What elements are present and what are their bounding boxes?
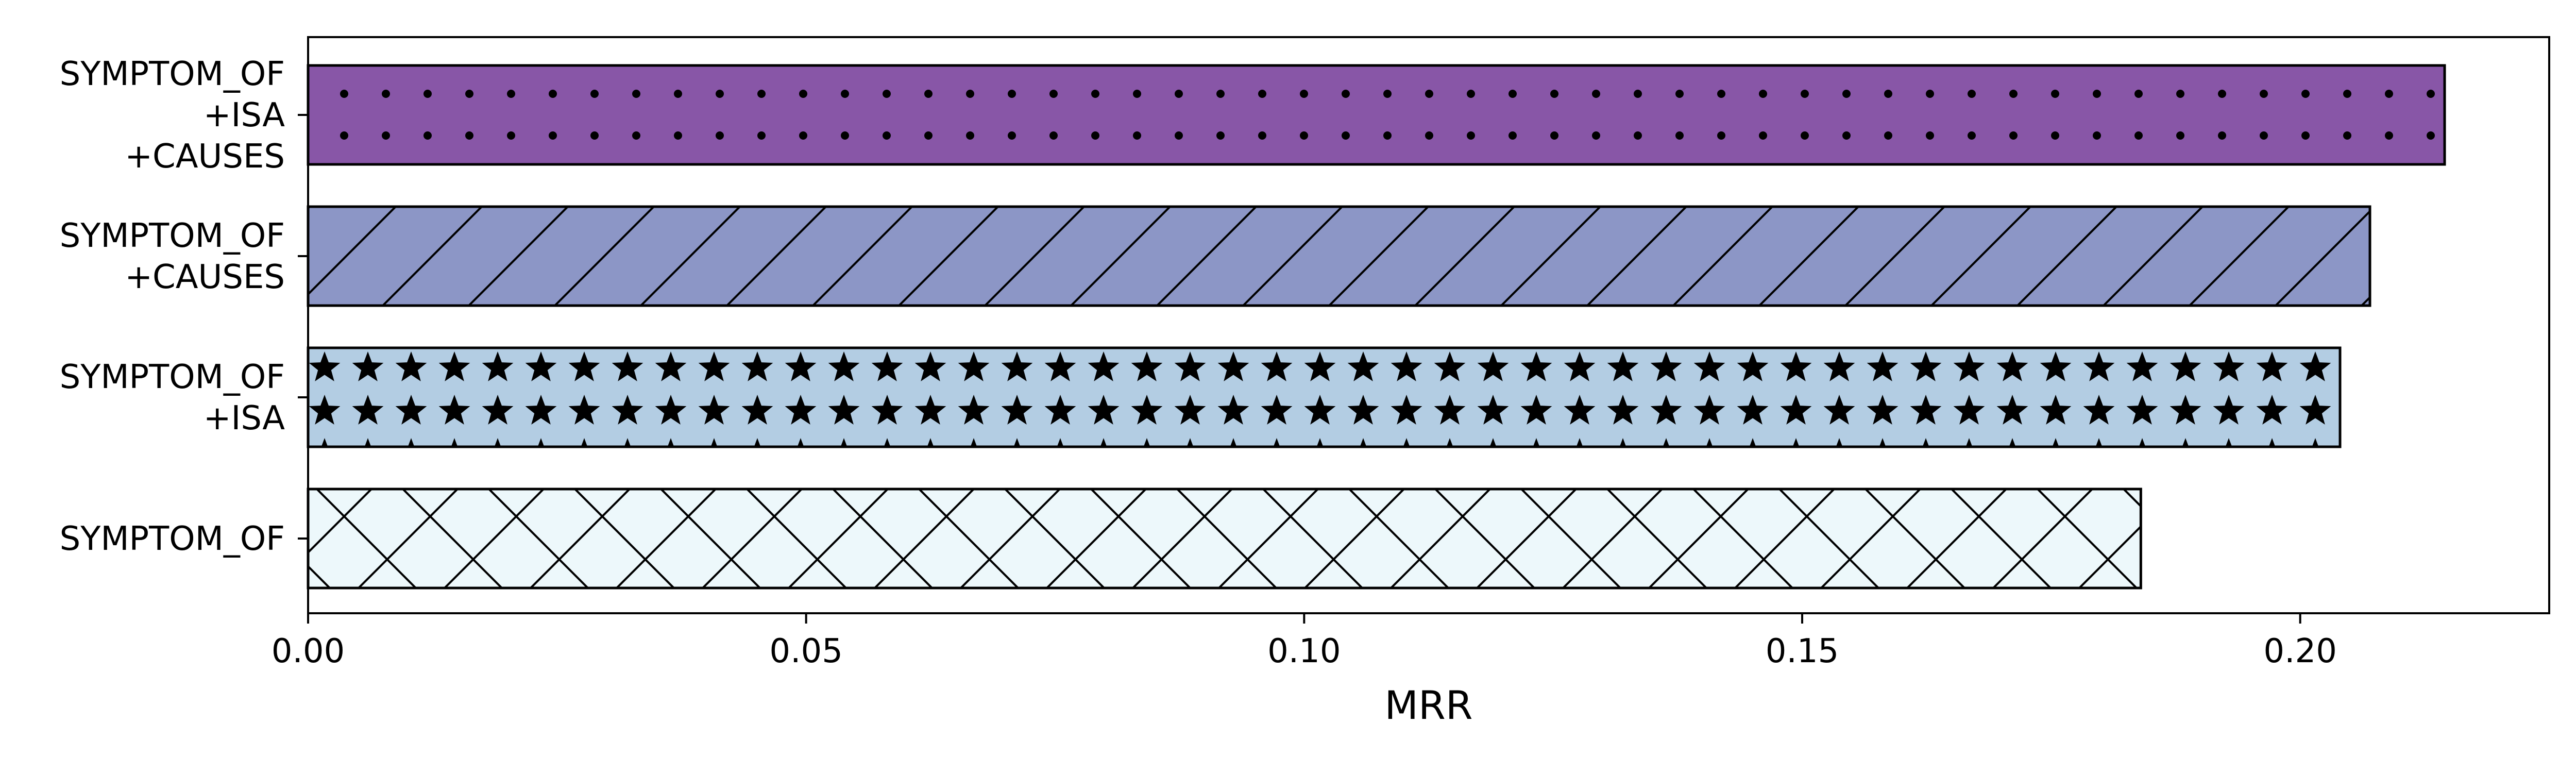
y-tick-label-line: +ISA	[204, 399, 285, 438]
y-tick-label-line: SYMPTOM_OF	[60, 520, 285, 558]
x-tick-label: 0.00	[272, 632, 345, 670]
y-tick-label: SYMPTOM_OF +ISA	[60, 358, 285, 438]
x-tick-label: 0.20	[2263, 632, 2337, 670]
bar-2	[307, 346, 2342, 448]
x-axis: 0.00 0.05 0.10 0.15 0.20	[272, 613, 2337, 670]
y-tick-label-line: SYMPTOM_OF	[60, 217, 285, 255]
y-tick-label-line: +CAUSES	[125, 258, 285, 296]
y-tick-label: SYMPTOM_OF	[60, 520, 285, 558]
y-tick-label-line: SYMPTOM_OF	[60, 55, 285, 93]
plot-frame	[307, 36, 2550, 614]
y-tick-label-line: SYMPTOM_OF	[60, 358, 285, 396]
x-axis-label: MRR	[1384, 682, 1472, 728]
x-tick-label: 0.05	[769, 632, 843, 670]
bar-3	[307, 488, 2142, 590]
x-tick-label: 0.15	[1766, 632, 1839, 670]
y-tick-label-line: +CAUSES	[125, 138, 285, 176]
bars-group	[307, 64, 2446, 590]
y-tick-label-line: +ISA	[204, 96, 285, 135]
bar-0	[307, 64, 2446, 166]
y-tick-label: SYMPTOM_OF +CAUSES	[60, 217, 285, 296]
y-tick-label: SYMPTOM_OF +ISA +CAUSES	[60, 55, 285, 176]
bar-1	[307, 205, 2371, 307]
x-tick-label: 0.10	[1267, 632, 1341, 670]
